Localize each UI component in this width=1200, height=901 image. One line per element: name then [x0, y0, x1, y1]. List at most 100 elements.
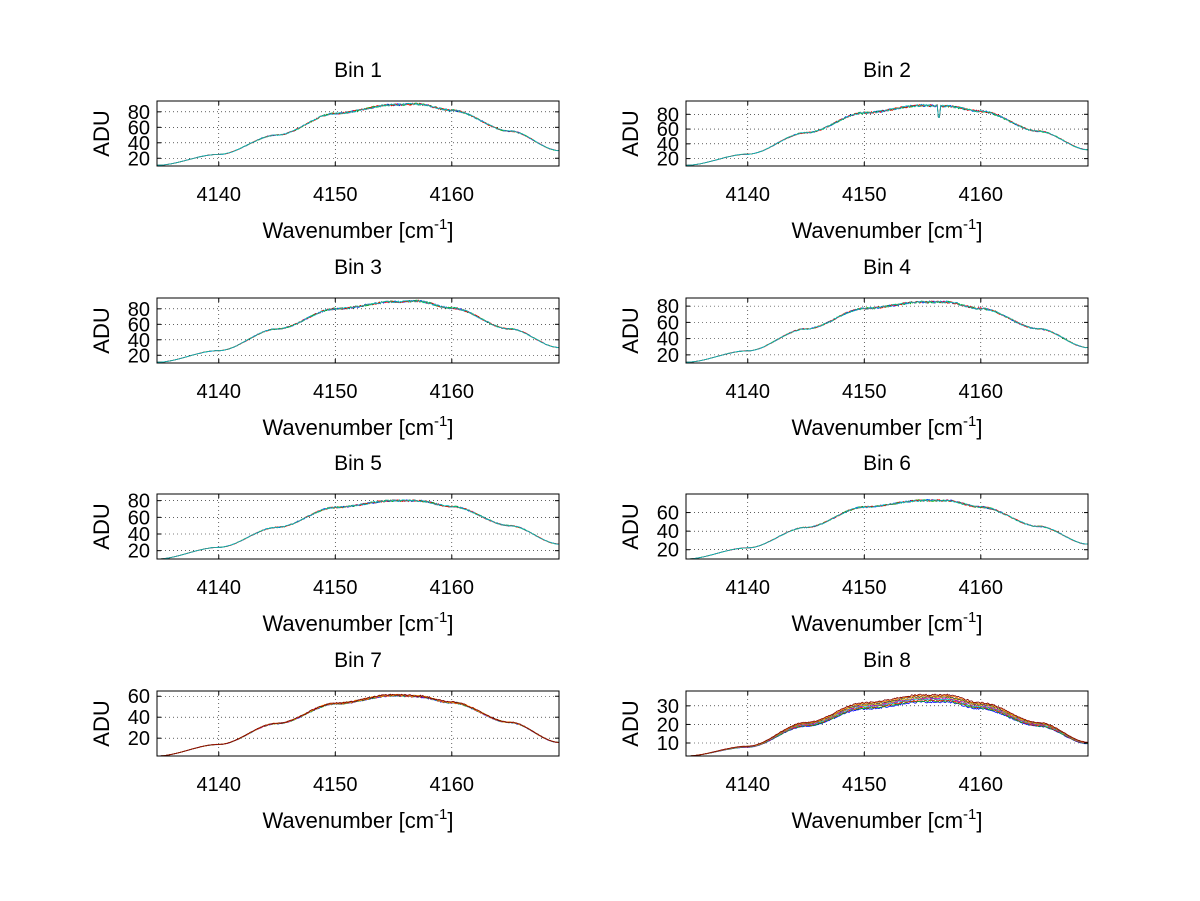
x-axis-label-main: Wavenumber [cm [791, 808, 963, 833]
y-tick-label: 80 [657, 296, 679, 318]
x-axis-label: Wavenumber [cm-1] [791, 609, 982, 636]
y-axis-label: ADU [89, 700, 114, 746]
y-tick-label: 30 [657, 696, 679, 718]
x-axis-label-main: Wavenumber [cm [262, 611, 434, 636]
y-tick-label: 60 [128, 117, 150, 139]
y-axis-label: ADU [89, 110, 114, 156]
x-axis-label-superscript: -1 [434, 216, 447, 233]
x-tick-label: 4150 [313, 774, 358, 796]
x-axis-label-main: Wavenumber [cm [791, 611, 963, 636]
data-series-line [156, 499, 560, 560]
x-axis-label-end: ] [976, 611, 982, 636]
axes-box [685, 297, 1089, 364]
y-tick-label: 20 [128, 728, 150, 750]
data-series-line [156, 299, 560, 363]
x-axis-label-superscript: -1 [434, 413, 447, 430]
axes-box [685, 100, 1089, 167]
x-tick-label: 4150 [842, 774, 887, 796]
data-series-line [156, 694, 560, 757]
x-tick-label: 4160 [430, 184, 475, 206]
x-axis-label-superscript: -1 [434, 806, 447, 823]
y-axis-label: ADU [618, 307, 643, 353]
y-tick-label: 40 [128, 707, 150, 729]
y-tick-label: 20 [657, 540, 679, 562]
data-series-line [685, 499, 1089, 560]
x-tick-label: 4140 [197, 381, 242, 403]
y-axis-label: ADU [89, 307, 114, 353]
subplot-title: Bin 3 [334, 256, 382, 279]
y-tick-label: 80 [128, 102, 150, 124]
x-tick-label: 4140 [726, 184, 771, 206]
subplot-title: Bin 2 [863, 59, 911, 82]
data-series-line [685, 103, 1089, 166]
x-axis-label: Wavenumber [cm-1] [791, 216, 982, 243]
y-tick-label: 40 [657, 134, 679, 156]
x-tick-label: 4140 [197, 577, 242, 599]
data-series-line [685, 103, 1089, 166]
subplot-title: Bin 5 [334, 452, 382, 475]
x-tick-label: 4140 [726, 774, 771, 796]
x-axis-label-end: ] [447, 415, 453, 440]
x-tick-label: 4140 [197, 774, 242, 796]
x-axis-label-superscript: -1 [963, 216, 976, 233]
y-tick-label: 40 [657, 329, 679, 351]
x-axis-label-main: Wavenumber [cm [262, 808, 434, 833]
axes-box [156, 100, 560, 167]
data-series-line [685, 300, 1089, 363]
y-tick-label: 40 [128, 330, 150, 352]
data-series-line [156, 102, 560, 166]
x-axis-label-end: ] [447, 611, 453, 636]
x-axis-label-main: Wavenumber [cm [262, 415, 434, 440]
data-series-line [685, 499, 1089, 560]
axes-box [156, 690, 560, 757]
data-series-line [156, 693, 560, 757]
data-series-line [685, 700, 1089, 757]
x-axis-label-end: ] [976, 218, 982, 243]
subplot-title: Bin 7 [334, 649, 382, 672]
data-series-line [686, 300, 1089, 363]
x-tick-label: 4160 [959, 184, 1004, 206]
x-axis-label: Wavenumber [cm-1] [791, 806, 982, 833]
data-series-line [685, 499, 1089, 560]
data-series-line [685, 103, 1089, 166]
subplot-title: Bin 8 [863, 649, 911, 672]
y-tick-label: 40 [657, 521, 679, 543]
x-axis-label-main: Wavenumber [cm [262, 218, 434, 243]
y-tick-label: 40 [128, 524, 150, 546]
x-tick-label: 4140 [726, 577, 771, 599]
x-tick-label: 4150 [842, 577, 887, 599]
y-tick-label: 60 [128, 686, 150, 708]
x-axis-label-end: ] [447, 808, 453, 833]
y-axis-label: ADU [618, 700, 643, 746]
y-axis-label: ADU [618, 110, 643, 156]
data-series-line [685, 300, 1089, 363]
data-series-line [156, 499, 560, 560]
x-tick-label: 4150 [842, 381, 887, 403]
data-series-line [156, 694, 560, 757]
x-tick-label: 4150 [842, 184, 887, 206]
data-series-line [156, 499, 560, 560]
x-tick-label: 4140 [726, 381, 771, 403]
y-tick-label: 80 [128, 299, 150, 321]
data-series-line [156, 102, 560, 166]
data-series-line [156, 693, 560, 757]
y-tick-label: 20 [128, 148, 150, 170]
y-tick-label: 20 [657, 149, 679, 171]
x-tick-label: 4150 [313, 577, 358, 599]
data-series-line [156, 693, 560, 757]
y-tick-label: 20 [128, 345, 150, 367]
x-axis-label-end: ] [976, 415, 982, 440]
x-axis-label-end: ] [447, 218, 453, 243]
data-series-line [685, 499, 1089, 560]
x-axis-label: Wavenumber [cm-1] [262, 216, 453, 243]
x-axis-label-superscript: -1 [963, 609, 976, 626]
y-tick-label: 60 [657, 312, 679, 334]
data-series-line [156, 299, 560, 363]
